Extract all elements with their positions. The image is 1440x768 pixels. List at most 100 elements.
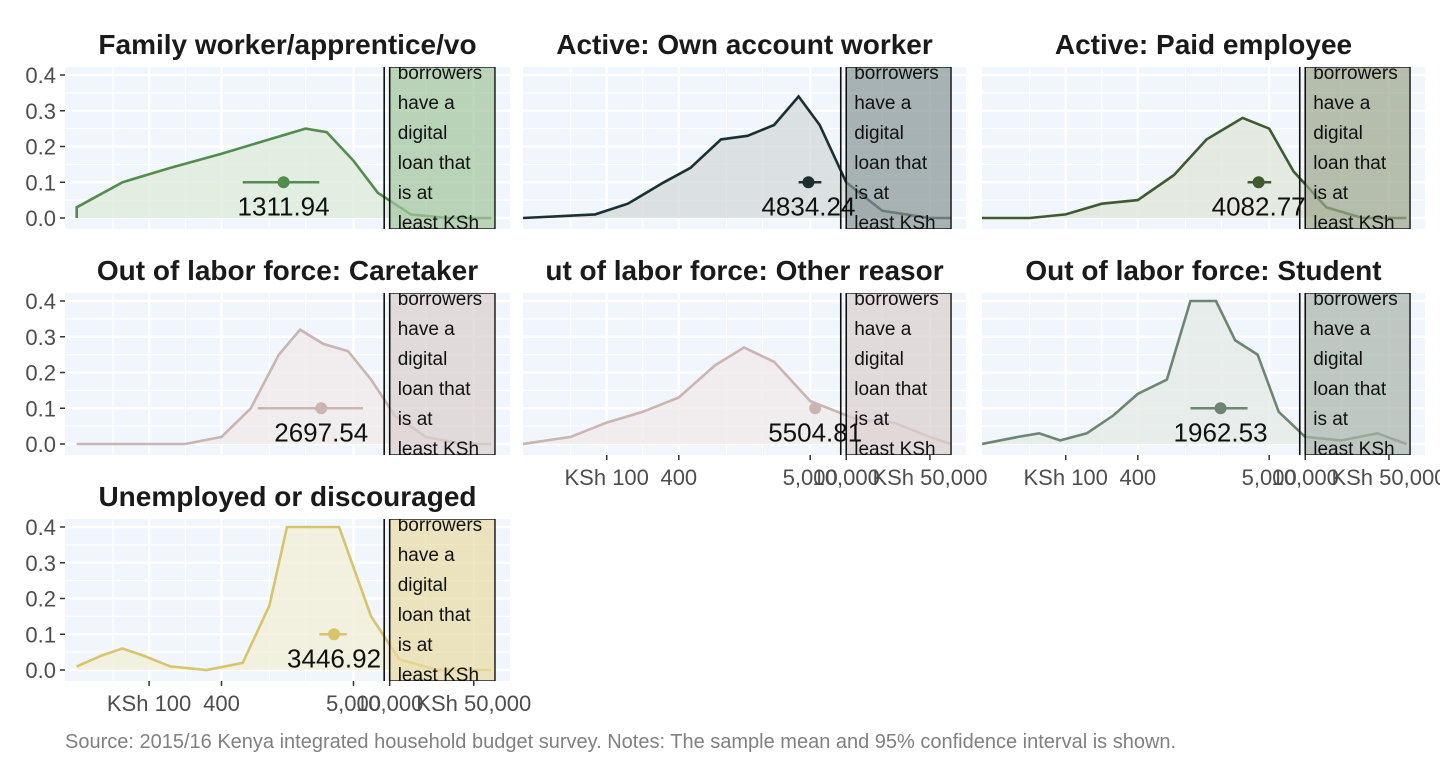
- threshold-annotation: borrowers have a digital loan that is at leas…: [854, 63, 938, 234]
- annotation-line: digital: [854, 123, 904, 144]
- x-tick-label: 400: [660, 465, 697, 490]
- threshold-annotation: borrowers have a digital loan that is at leas…: [398, 515, 482, 686]
- y-tick-label: 0.0: [25, 658, 56, 683]
- annotation-line: borrowers: [1313, 63, 1397, 84]
- annotation-line: least KSh: [1313, 213, 1394, 234]
- annotation-line: borrowers: [398, 289, 482, 310]
- mean-point: [315, 402, 328, 415]
- x-tick-label: 10,000: [1272, 465, 1339, 490]
- annotation-line: is at: [1313, 183, 1349, 204]
- y-tick-label: 0.4: [25, 63, 56, 88]
- annotation-line: least KSh: [398, 439, 479, 460]
- y-tick-label: 0.3: [25, 99, 56, 124]
- y-tick-label: 0.0: [25, 432, 56, 457]
- panel-title: Active: Own account worker: [556, 29, 933, 60]
- x-tick-label: KSh 100: [1024, 465, 1108, 490]
- annotation-line: borrowers: [854, 63, 938, 84]
- y-tick-label: 0.1: [25, 170, 56, 195]
- mean-label: 1962.53: [1174, 417, 1268, 447]
- mean-label: 2697.54: [274, 417, 368, 447]
- panel-plot-area: borrowers have a digital loan that is at leas…: [65, 289, 510, 460]
- x-tick-label: KSh 50,000: [416, 691, 531, 716]
- panel-plot-area: borrowers have a digital loan that is at leas…: [523, 63, 966, 234]
- panel-2: borrowers have a digital loan that is at leas…: [523, 29, 966, 234]
- threshold-band: [1304, 67, 1411, 229]
- x-tick-label: 400: [1119, 465, 1156, 490]
- panel-plot-area: borrowers have a digital loan that is at leas…: [523, 293, 966, 460]
- annotation-line: is at: [398, 635, 434, 656]
- mean-point: [277, 176, 290, 189]
- annotation-line: is at: [854, 183, 890, 204]
- mean-label: 3446.92: [287, 643, 381, 673]
- y-tick-label: 0.2: [25, 587, 56, 612]
- x-tick-label: 5,000: [326, 691, 381, 716]
- x-tick-label: 5,000: [1242, 465, 1297, 490]
- density-area: [76, 527, 492, 670]
- annotation-line: digital: [854, 349, 904, 370]
- annotation-line: is at: [398, 183, 434, 204]
- annotation-line: digital: [398, 575, 448, 596]
- mean-point: [1252, 176, 1265, 189]
- panel-plot-area: borrowers have a digital loan that is at leas…: [982, 63, 1425, 234]
- mean-point: [328, 628, 341, 641]
- annotation-line: loan that: [398, 379, 472, 400]
- density-area: [982, 301, 1407, 444]
- mean-label: 4082.77: [1212, 191, 1306, 221]
- panel-3: borrowers have a digital loan that is at leas…: [982, 29, 1425, 234]
- threshold-annotation: borrowers have a digital loan that is at leas…: [1313, 289, 1397, 460]
- x-tick-label: KSh 100: [565, 465, 649, 490]
- annotation-line: is at: [398, 409, 434, 430]
- mean-label: 4834.24: [761, 191, 855, 221]
- threshold-annotation: borrowers have a digital loan that is at leas…: [398, 289, 482, 460]
- annotation-line: have a: [398, 545, 455, 566]
- annotation-line: is at: [1313, 409, 1349, 430]
- mean-label: 5504.81: [768, 417, 862, 447]
- mean-point: [809, 402, 822, 415]
- threshold-annotation: borrowers have a digital loan that is at leas…: [398, 63, 482, 234]
- x-tick-label: KSh 100: [107, 691, 191, 716]
- y-tick-label: 0.3: [25, 325, 56, 350]
- annotation-line: least KSh: [854, 439, 935, 460]
- y-tick-label: 0.0: [25, 206, 56, 231]
- annotation-line: least KSh: [854, 213, 935, 234]
- annotation-line: least KSh: [398, 213, 479, 234]
- y-tick-label: 0.2: [25, 361, 56, 386]
- annotation-line: loan that: [1313, 379, 1387, 400]
- annotation-line: borrowers: [398, 63, 482, 84]
- density-area: [523, 96, 952, 218]
- annotation-line: least KSh: [398, 665, 479, 686]
- annotation-line: have a: [854, 319, 911, 340]
- x-tick-label: KSh 50,000: [872, 465, 987, 490]
- panel-title: Active: Paid employee: [1055, 29, 1352, 60]
- threshold-band: [1304, 293, 1411, 455]
- annotation-line: borrowers: [1313, 289, 1397, 310]
- panel-title: Unemployed or discouraged: [98, 481, 476, 512]
- threshold-band: [388, 67, 496, 229]
- annotation-line: loan that: [854, 379, 928, 400]
- panel-1: borrowers have a digital loan that is at leas…: [25, 29, 510, 234]
- annotation-line: have a: [1313, 93, 1370, 114]
- x-tick-label: 400: [203, 691, 240, 716]
- threshold-band: [845, 67, 952, 229]
- annotation-line: have a: [398, 319, 455, 340]
- annotation-line: loan that: [398, 605, 472, 626]
- annotation-line: have a: [854, 93, 911, 114]
- y-tick-label: 0.4: [25, 515, 56, 540]
- y-tick-label: 0.2: [25, 135, 56, 160]
- panel-plot-area: borrowers have a digital loan that is at leas…: [65, 515, 510, 686]
- y-tick-label: 0.1: [25, 622, 56, 647]
- density-area: [76, 329, 492, 444]
- panel-7: borrowers have a digital loan that is at leas…: [25, 481, 531, 716]
- annotation-line: is at: [854, 409, 890, 430]
- panel-4: borrowers have a digital loan that is at leas…: [25, 255, 510, 460]
- annotation-line: digital: [1313, 123, 1363, 144]
- annotation-line: digital: [398, 349, 448, 370]
- annotation-line: have a: [398, 93, 455, 114]
- caption: Source: 2015/16 Kenya integrated househo…: [65, 731, 1176, 753]
- mean-point: [802, 176, 815, 189]
- density-area: [523, 347, 952, 444]
- x-tick-label: 5,000: [783, 465, 838, 490]
- annotation-line: borrowers: [398, 515, 482, 536]
- x-tick-label: 10,000: [356, 691, 423, 716]
- panel-title: ut of labor force: Other reasor: [545, 255, 943, 286]
